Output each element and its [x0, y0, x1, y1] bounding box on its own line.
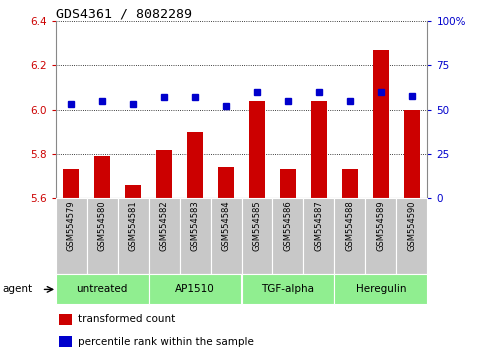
Text: Heregulin: Heregulin — [355, 284, 406, 295]
Bar — [249, 101, 265, 198]
Text: GDS4361 / 8082289: GDS4361 / 8082289 — [56, 7, 192, 20]
Bar — [63, 170, 79, 198]
Text: GSM554579: GSM554579 — [67, 200, 75, 251]
Bar — [59, 336, 72, 347]
Bar — [404, 110, 420, 198]
Text: GSM554587: GSM554587 — [314, 200, 324, 251]
Text: untreated: untreated — [76, 284, 128, 295]
Bar — [56, 198, 86, 274]
Bar — [156, 149, 172, 198]
Text: GSM554580: GSM554580 — [98, 200, 107, 251]
Bar — [303, 198, 334, 274]
Bar — [94, 156, 110, 198]
Text: GSM554589: GSM554589 — [376, 200, 385, 251]
Bar — [59, 314, 72, 325]
Text: GSM554585: GSM554585 — [253, 200, 261, 251]
Bar — [180, 198, 211, 274]
Bar — [242, 198, 272, 274]
Text: GSM554584: GSM554584 — [222, 200, 230, 251]
Text: TGF-alpha: TGF-alpha — [261, 284, 314, 295]
Bar — [242, 274, 334, 304]
Text: GSM554590: GSM554590 — [408, 200, 416, 251]
Bar — [125, 185, 141, 198]
Bar — [397, 198, 427, 274]
Bar — [342, 170, 358, 198]
Text: transformed count: transformed count — [78, 314, 175, 325]
Text: GSM554583: GSM554583 — [190, 200, 199, 251]
Text: AP1510: AP1510 — [175, 284, 215, 295]
Bar — [86, 198, 117, 274]
Text: percentile rank within the sample: percentile rank within the sample — [78, 337, 254, 347]
Text: GSM554581: GSM554581 — [128, 200, 138, 251]
Text: GSM554588: GSM554588 — [345, 200, 355, 251]
Bar — [187, 132, 203, 198]
Text: GSM554582: GSM554582 — [159, 200, 169, 251]
Bar — [218, 167, 234, 198]
Bar — [56, 274, 149, 304]
Bar — [117, 198, 149, 274]
Bar — [366, 198, 397, 274]
Bar — [334, 274, 427, 304]
Bar — [280, 170, 296, 198]
Bar — [334, 198, 366, 274]
Bar — [149, 198, 180, 274]
Bar — [211, 198, 242, 274]
Bar — [272, 198, 303, 274]
Text: agent: agent — [2, 284, 32, 295]
Bar — [311, 101, 327, 198]
Bar — [373, 50, 389, 198]
Text: GSM554586: GSM554586 — [284, 200, 293, 251]
Bar — [149, 274, 242, 304]
